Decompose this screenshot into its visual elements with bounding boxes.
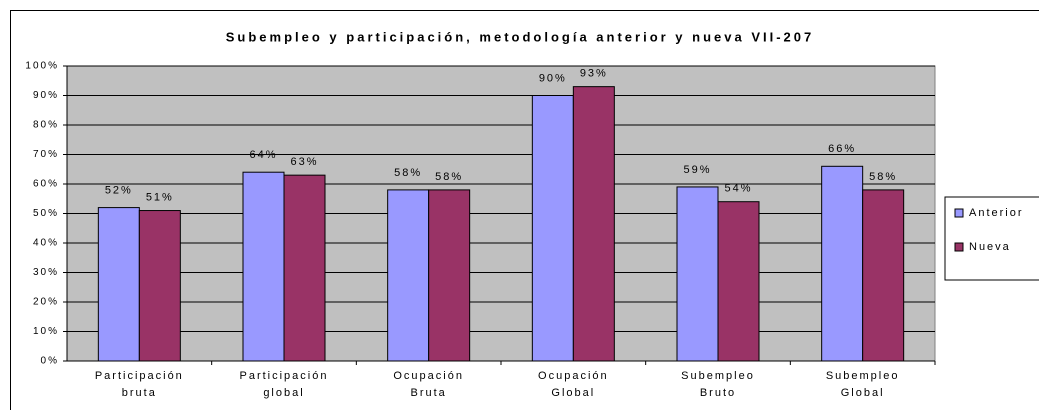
bar xyxy=(428,189,471,362)
y-tick-label: 20% xyxy=(33,297,59,308)
y-tick-label: 80% xyxy=(33,120,59,131)
legend-swatch xyxy=(954,242,964,252)
bar xyxy=(717,201,760,362)
bar xyxy=(138,210,181,362)
bar xyxy=(572,86,615,362)
value-label: 93% xyxy=(580,68,608,80)
value-label: 64% xyxy=(249,149,277,161)
value-label: 90% xyxy=(539,72,567,84)
legend-swatch xyxy=(954,208,964,218)
bar xyxy=(821,165,864,362)
value-label: 51% xyxy=(146,191,174,203)
y-tick-label: 60% xyxy=(33,179,59,190)
value-label: 59% xyxy=(683,164,711,176)
y-tick-label: 10% xyxy=(33,326,59,337)
value-label: 63% xyxy=(290,156,318,168)
bar xyxy=(242,171,285,362)
legend-label: Nueva xyxy=(969,241,1011,253)
y-tick-label: 40% xyxy=(33,238,59,249)
x-tick-label: Ocupación Global xyxy=(538,370,609,399)
value-label: 54% xyxy=(724,183,752,195)
x-tick-label: Subempleo Global xyxy=(825,370,900,399)
bar xyxy=(676,186,719,362)
value-label: 58% xyxy=(394,167,422,179)
y-tick-label: 70% xyxy=(33,149,59,160)
x-tick-label: Participación bruta xyxy=(94,370,184,399)
x-tick-label: Ocupación Bruta xyxy=(393,370,464,399)
value-label: 66% xyxy=(828,143,856,155)
bar xyxy=(97,207,140,362)
legend-label: Anterior xyxy=(969,207,1024,219)
value-label: 58% xyxy=(435,171,463,183)
value-label: 58% xyxy=(869,171,897,183)
bar xyxy=(862,189,905,362)
bar xyxy=(283,174,326,362)
y-tick-label: 0% xyxy=(41,356,59,367)
bar xyxy=(387,189,430,362)
value-label: 52% xyxy=(105,185,133,197)
x-tick-label: Subempleo Bruto xyxy=(681,370,755,399)
y-tick-label: 50% xyxy=(33,208,59,219)
bar xyxy=(531,95,574,362)
y-tick-label: 30% xyxy=(33,267,59,278)
y-tick-label: 100% xyxy=(25,61,59,72)
x-tick-label: Participación global xyxy=(239,370,329,399)
chart-title: Subempleo y participación, metodología a… xyxy=(226,29,815,44)
y-tick-label: 90% xyxy=(33,90,59,101)
